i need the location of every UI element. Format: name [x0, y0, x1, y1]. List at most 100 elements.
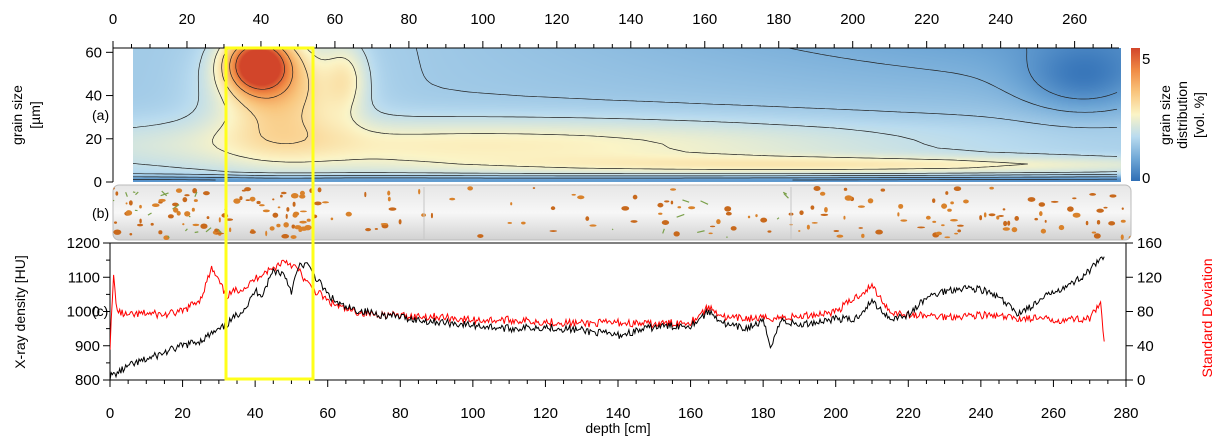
core-inclusion — [388, 207, 397, 211]
core-inclusion — [1072, 197, 1077, 200]
core-inclusion — [293, 211, 300, 216]
core-inclusion — [632, 194, 638, 200]
core-inclusion — [229, 227, 232, 233]
core-inclusion — [935, 231, 942, 236]
core-inclusion — [244, 187, 252, 192]
core-inclusion — [192, 223, 200, 227]
sd-tick-label: 160 — [1137, 235, 1162, 252]
grain-size-tick-label: 20 — [85, 131, 102, 148]
core-inclusion — [932, 198, 936, 203]
core-inclusion — [630, 220, 638, 223]
core-inclusion — [299, 210, 307, 213]
core-inclusion — [330, 217, 334, 221]
depth-tick-label: 240 — [968, 405, 993, 422]
core-inclusion — [688, 206, 696, 210]
density-axis-title: X-ray density [HU] — [12, 255, 28, 369]
core-inclusion — [677, 206, 682, 209]
core-inclusion — [798, 230, 801, 232]
depth-tick-label: 0 — [106, 405, 114, 422]
core-inclusion — [549, 230, 558, 232]
core-inclusion — [858, 227, 863, 229]
plot-frame — [109, 242, 1127, 381]
core-inclusion — [256, 200, 261, 205]
core-inclusion — [206, 216, 210, 220]
core-inclusion — [151, 203, 160, 208]
core-inclusion — [585, 216, 590, 221]
top-axis-tick-label: 220 — [914, 11, 939, 28]
grain-size-tick-label: 40 — [85, 88, 102, 105]
core-inclusion — [1093, 233, 1101, 239]
core-inclusion — [167, 214, 174, 219]
core-inclusion — [182, 223, 185, 226]
core-inclusion — [203, 191, 210, 196]
core-inclusion — [1050, 200, 1059, 203]
core-inclusion — [813, 185, 821, 192]
core-inclusion — [299, 220, 307, 224]
core-inclusion — [782, 191, 788, 195]
density-tick-label: 900 — [75, 338, 100, 355]
core-inclusion — [192, 188, 198, 194]
core-inclusion — [510, 202, 513, 206]
core-inclusion — [657, 202, 664, 208]
core-inclusion — [430, 212, 433, 219]
core-inclusion — [811, 222, 818, 224]
core-inclusion — [824, 206, 828, 213]
depth-tick-label: 260 — [1041, 405, 1066, 422]
core-inclusion — [900, 219, 908, 222]
core-inclusion — [125, 210, 133, 216]
core-inclusion — [1034, 217, 1039, 221]
core-inclusion — [477, 234, 484, 238]
core-inclusion — [867, 198, 874, 204]
density-tick-label: 800 — [75, 372, 100, 389]
core-inclusion — [184, 194, 190, 197]
core-inclusion — [1103, 206, 1108, 209]
core-inclusion — [128, 200, 133, 206]
core-inclusion — [836, 234, 844, 238]
core-inclusion — [571, 193, 576, 196]
core-inclusion — [205, 227, 212, 233]
core-inclusion — [214, 228, 219, 233]
colorbar-title-line3: [vol. %] — [1191, 92, 1207, 138]
core-inclusion — [292, 201, 296, 207]
core-inclusions — [113, 185, 1131, 240]
core-inclusion — [1085, 220, 1089, 226]
core-inclusion — [298, 227, 303, 233]
top-axis-tick-label: 20 — [179, 11, 196, 28]
sd-tick-label: 40 — [1137, 338, 1154, 355]
core-inclusion — [875, 229, 883, 235]
core-inclusion — [276, 223, 281, 228]
depth-tick-label: 100 — [460, 405, 485, 422]
core-inclusion — [670, 188, 677, 191]
density-line-panel: 0 20 40 60 80 100 120 140 160 180 200 220 240 260 280 … — [12, 235, 1215, 436]
core-inclusion — [272, 212, 279, 218]
core-inclusion — [182, 197, 188, 203]
sd-tick-label: 0 — [1137, 372, 1145, 389]
highlight-box — [224, 46, 315, 381]
top-depth-axis: 0 20 40 60 80 100 120 140 160 180 200 220 240 260 — [109, 11, 1119, 49]
depth-tick-label: 180 — [751, 405, 776, 422]
core-inclusion — [364, 191, 367, 198]
core-inclusion — [258, 204, 265, 207]
core-inclusion — [193, 199, 198, 203]
core-inclusion — [983, 212, 987, 218]
core-inclusion — [843, 187, 848, 191]
core-inclusion — [843, 215, 846, 220]
core-inclusion — [1091, 231, 1097, 234]
core-inclusion — [676, 213, 685, 218]
core-inclusion — [1040, 228, 1047, 234]
top-axis-tick-label: 180 — [766, 11, 791, 28]
core-inclusion — [589, 224, 597, 227]
core-inclusion — [700, 200, 709, 205]
sd-axis-title: Standard Deviation — [1199, 258, 1215, 377]
core-inclusion — [113, 233, 114, 237]
core-inclusion — [857, 205, 865, 208]
core-inclusion — [286, 207, 290, 212]
core-inclusion — [233, 198, 241, 204]
core-inclusion — [132, 191, 136, 194]
core-inclusion — [115, 191, 119, 196]
core-inclusion — [957, 229, 962, 233]
core-inclusion — [290, 235, 297, 239]
core-inclusion — [380, 222, 388, 226]
core-inclusion — [708, 232, 713, 235]
core-inclusion — [137, 223, 144, 227]
